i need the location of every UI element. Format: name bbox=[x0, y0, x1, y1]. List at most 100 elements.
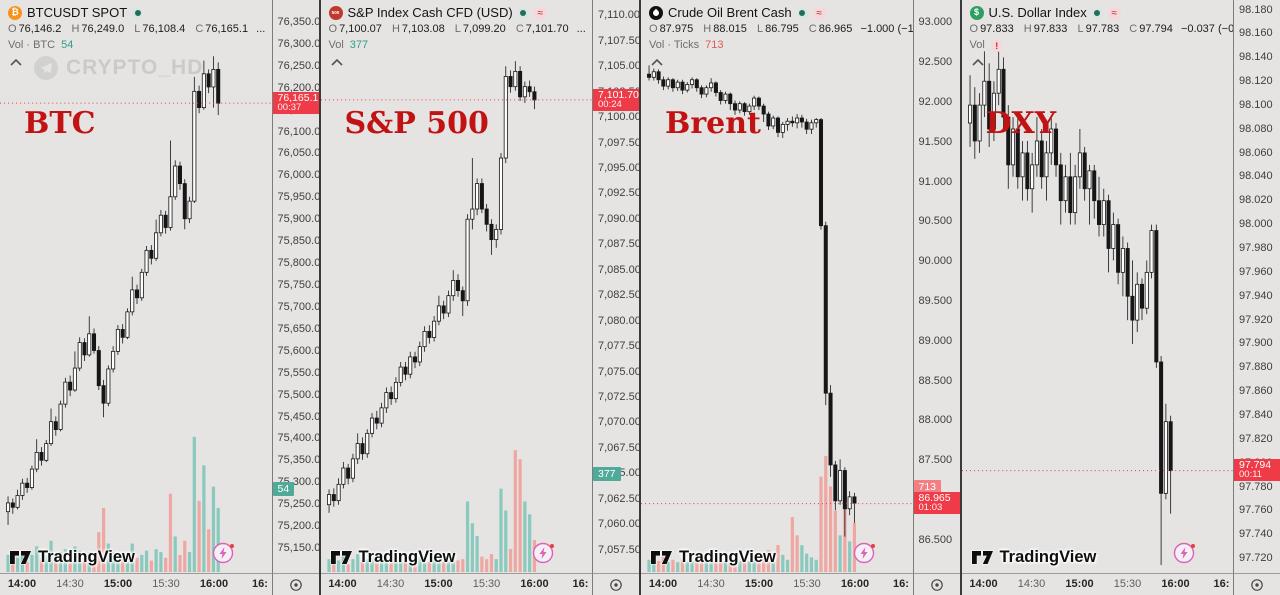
candle-body bbox=[402, 366, 407, 375]
candle-body bbox=[852, 496, 857, 504]
candle-body bbox=[39, 452, 44, 461]
candle-body bbox=[670, 79, 675, 89]
candle-body bbox=[527, 86, 532, 93]
collapse-chevron-icon[interactable] bbox=[10, 58, 22, 67]
tradingview-attribution[interactable]: TradingView bbox=[971, 548, 1096, 567]
price-tick: 7,110.00 bbox=[598, 9, 639, 22]
price-tick: 75,150.0 bbox=[277, 542, 319, 555]
time-tick: 15:30 bbox=[793, 578, 821, 590]
volume-bar bbox=[747, 560, 751, 572]
approx-delayed-badge: ≈ bbox=[1107, 6, 1121, 20]
volume-bar bbox=[494, 559, 498, 572]
price-tick: 76,200.0 bbox=[277, 81, 319, 94]
candle-body bbox=[1043, 152, 1048, 178]
brent-time-axis[interactable]: 14:00 14:30 15:00 15:30 16:00 16: bbox=[641, 573, 913, 595]
volume-bar bbox=[135, 557, 139, 572]
price-tick: 7,105.00 bbox=[598, 60, 639, 73]
brent-symbol[interactable]: Crude Oil Brent Cash bbox=[668, 4, 792, 20]
candle-body bbox=[469, 208, 474, 220]
candle-body bbox=[1082, 152, 1087, 190]
btc-symbol[interactable]: BTCUSDT SPOT bbox=[27, 4, 128, 20]
lightning-boost-icon[interactable] bbox=[853, 541, 877, 565]
target-icon[interactable] bbox=[289, 578, 303, 592]
volume-bar bbox=[833, 510, 837, 572]
panel-btc: CRYPTO_HD BTC ₿ BTCUSDT SPOT O 76,146.2 H… bbox=[0, 0, 319, 595]
candle-body bbox=[1015, 128, 1020, 178]
candle-body bbox=[197, 90, 202, 109]
volume-bar bbox=[87, 552, 91, 572]
volume-bar bbox=[522, 501, 526, 572]
sp500-chart-canvas[interactable]: S&P 500 500 S&P Index Cash CFD (USD) ≈ O… bbox=[320, 0, 592, 573]
volume-bar bbox=[11, 560, 15, 572]
price-tick: 97.920 bbox=[1239, 313, 1273, 326]
candle-body bbox=[1096, 200, 1101, 225]
dxy-price-axis[interactable]: 98.180 98.160 98.140 98.120 98.100 98.080 98.0… bbox=[1233, 0, 1280, 573]
candle-body bbox=[412, 356, 417, 363]
price-tick: 7,100.00 bbox=[598, 111, 639, 124]
candle-body bbox=[168, 196, 173, 228]
candle-body bbox=[34, 452, 39, 470]
lightning-boost-icon[interactable] bbox=[532, 541, 556, 565]
brent-big-label: Brent bbox=[665, 106, 761, 141]
dxy-chart-canvas[interactable]: DXY $ U.S. Dollar Index ≈ O 97.833 H 97.83… bbox=[961, 0, 1234, 573]
tradingview-logo-icon bbox=[650, 550, 673, 565]
candle-body bbox=[460, 290, 465, 302]
candle-body bbox=[336, 483, 341, 502]
btc-price-axis[interactable]: 76,350.076,300.076,250.076,200.076,150.0… bbox=[271, 0, 319, 573]
volume-bar bbox=[432, 556, 436, 572]
price-tick: 75,400.0 bbox=[277, 432, 319, 445]
volume-bar bbox=[484, 559, 488, 572]
btc-chart-canvas[interactable]: CRYPTO_HD BTC ₿ BTCUSDT SPOT O 76,146.2 H… bbox=[0, 0, 272, 573]
btc-volume-row: Vol · BTC 54 bbox=[8, 38, 74, 51]
volume-bar bbox=[695, 559, 699, 572]
btc-axis-corner bbox=[271, 573, 319, 595]
volume-bar bbox=[30, 554, 34, 572]
candle-body bbox=[96, 350, 101, 387]
lightning-boost-icon[interactable] bbox=[1173, 541, 1197, 565]
tradingview-attribution[interactable]: TradingView bbox=[650, 548, 776, 567]
candle-body bbox=[182, 183, 187, 220]
panel-dxy: DXY $ U.S. Dollar Index ≈ O 97.833 H 97.83… bbox=[959, 0, 1280, 595]
price-tick: 75,450.0 bbox=[277, 410, 319, 423]
candle-body bbox=[838, 470, 843, 502]
tradingview-attribution[interactable]: TradingView bbox=[330, 548, 455, 567]
time-tick: 15:30 bbox=[1113, 578, 1142, 590]
target-icon[interactable] bbox=[1250, 578, 1264, 592]
sp500-price-axis[interactable]: 7,110.007,107.507,105.007,102.507,100.00… bbox=[592, 0, 639, 573]
collapse-chevron-icon[interactable] bbox=[330, 58, 343, 67]
target-icon[interactable] bbox=[930, 578, 944, 592]
btc-time-axis[interactable]: 14:00 14:30 15:00 15:30 16:00 16: bbox=[0, 573, 272, 595]
collapse-chevron-icon[interactable] bbox=[971, 58, 984, 67]
sp500-time-axis[interactable]: 14:00 14:30 15:00 15:30 16:00 16: bbox=[320, 573, 592, 595]
price-tick: 76,100.0 bbox=[277, 125, 319, 138]
dxy-ticker-icon: $ bbox=[969, 6, 984, 20]
dxy-volume-row: Vol ! bbox=[970, 39, 1234, 53]
time-tick: 16: bbox=[572, 578, 589, 590]
volume-bar bbox=[202, 465, 206, 572]
volume-bar bbox=[676, 562, 680, 572]
volume-bar bbox=[427, 561, 431, 572]
btc-candlestick-plot bbox=[0, 56, 272, 572]
candle-body bbox=[718, 92, 723, 101]
tradingview-attribution[interactable]: TradingView bbox=[9, 548, 135, 567]
brent-chart-canvas[interactable]: Brent Crude Oil Brent Cash ≈ O 87.975 H 88… bbox=[641, 0, 913, 573]
time-tick: 16: bbox=[893, 578, 909, 590]
candle-body bbox=[201, 73, 206, 109]
brent-price-axis[interactable]: 93.000 92.500 92.000 91.500 91.000 90.500 90.0… bbox=[912, 0, 960, 573]
target-icon[interactable] bbox=[609, 578, 623, 592]
sp500-symbol[interactable]: S&P Index Cash CFD (USD) bbox=[347, 4, 513, 20]
collapse-chevron-icon[interactable] bbox=[651, 58, 663, 67]
volume-bar bbox=[44, 556, 48, 572]
candle-body bbox=[426, 330, 431, 338]
volume-bar bbox=[15, 557, 20, 572]
candle-body bbox=[795, 117, 800, 124]
dxy-symbol[interactable]: U.S. Dollar Index bbox=[988, 4, 1087, 20]
candle-body bbox=[1125, 248, 1130, 297]
candle-body bbox=[733, 103, 738, 111]
volume-bar bbox=[757, 560, 761, 572]
lightning-boost-icon[interactable] bbox=[212, 541, 236, 565]
dxy-time-axis[interactable]: 14:00 14:30 15:00 15:30 16:00 16: bbox=[961, 573, 1233, 595]
candle-body bbox=[139, 271, 144, 299]
price-tick: 75,850.0 bbox=[277, 235, 319, 248]
